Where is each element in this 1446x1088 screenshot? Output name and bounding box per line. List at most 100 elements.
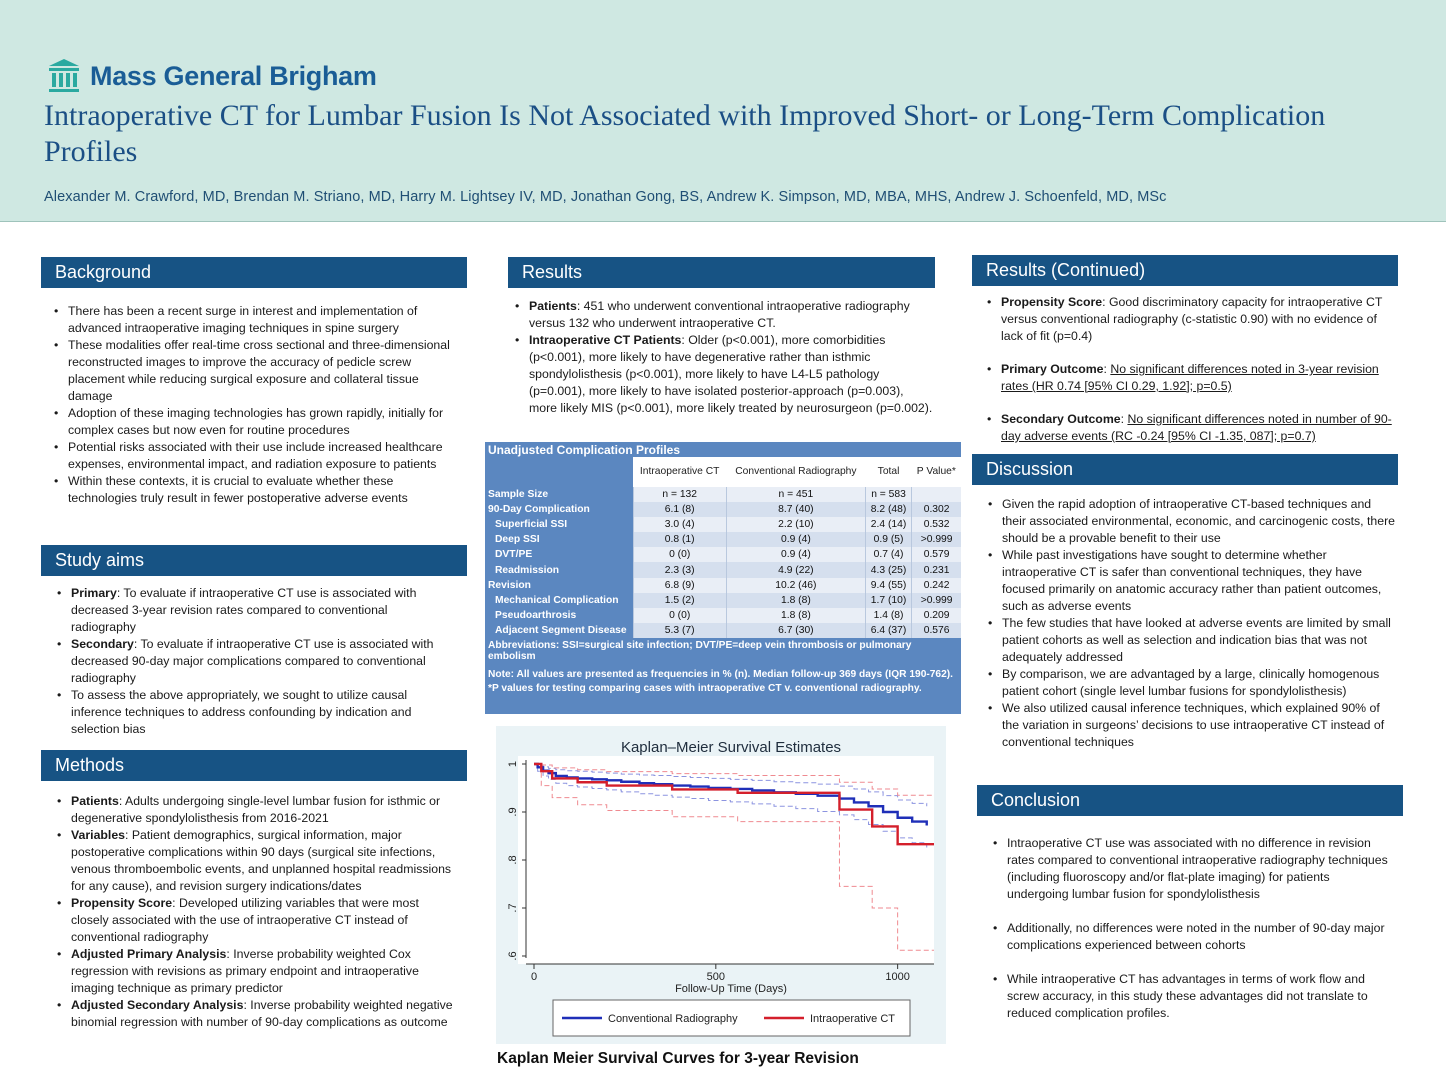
table-row: Revision 6.8 (9) 10.2 (46) 9.4 (55) 0.242 [485, 577, 961, 593]
table-row: Mechanical Complication 1.5 (2) 1.8 (8) 1.7… [485, 592, 961, 608]
list-item: Propensity Score: Good discriminatory ca… [985, 294, 1399, 345]
item-text: No significant differences noted in 3-ye… [1001, 362, 1379, 393]
item-text: : To evaluate if intraoperative CT use i… [71, 637, 434, 685]
list-item: Intraoperative CT Patients: Older (p<0.0… [513, 332, 933, 417]
y-tick-label: .8 [507, 855, 519, 864]
item-text: : Good discriminatory capacity for intra… [1001, 295, 1383, 343]
table-row-label: Mechanical Complication [485, 592, 633, 608]
table-cell: 6.4 (37) [864, 622, 912, 638]
table-cell: 8.7 (40) [725, 502, 866, 518]
table-row-label: DVT/PE [485, 547, 633, 563]
table-row: Adjacent Segment Disease 5.3 (7) 6.7 (30) 6… [485, 622, 961, 638]
item-text: : Inverse probability weighted negative … [71, 998, 453, 1029]
background-heading: Background [41, 257, 467, 288]
table-cell: 0.231 [911, 562, 961, 578]
table-cell: 9.4 (55) [864, 577, 912, 593]
table-header-cell: P Value* [911, 457, 961, 487]
table-cell: 1.4 (8) [864, 607, 912, 623]
table-cell: 0.242 [911, 577, 961, 593]
table-cell: 0.9 (5) [864, 532, 912, 548]
km-chart: Kaplan–Meier Survival Estimates .6 .7 .8 .9 1… [507, 739, 934, 1037]
list-item: There has been a recent surge in interes… [52, 303, 458, 337]
table-title: Unadjusted Complication Profiles [488, 443, 681, 457]
item-label: Propensity Score [1001, 295, 1103, 309]
list-item: While past investigations have sought to… [986, 547, 1396, 615]
table-header-row: Intraoperative CT Conventional Radiograph… [485, 457, 961, 487]
series-ci-low [534, 763, 934, 951]
x-tick-label: 500 [707, 971, 725, 983]
table-cell [911, 487, 961, 503]
series-line [534, 762, 934, 846]
table-cell: 2.2 (10) [725, 517, 866, 533]
table-row-label: Readmission [485, 562, 633, 578]
x-tick-label: 1000 [885, 971, 909, 983]
item-text: : Patient demographics, surgical informa… [71, 828, 452, 893]
item-label: Patients [71, 794, 119, 808]
table-cell: 0.579 [911, 547, 961, 563]
table-abbreviations: Abbreviations: SSI=surgical site infecti… [488, 640, 912, 662]
table-cell: 2.4 (14) [864, 517, 912, 533]
list-item: By comparison, we are advantaged by a la… [986, 666, 1396, 700]
item-label: Secondary [71, 637, 134, 651]
table-row-label: Pseudoarthrosis [485, 607, 633, 623]
item-label: Primary Outcome [1001, 362, 1104, 376]
item-text: : Developed utilizing variables that wer… [71, 896, 419, 944]
conclusion-list: Intraoperative CT use was associated wit… [991, 835, 1391, 1022]
item-text: : 451 who underwent conventional intraop… [529, 299, 910, 330]
table-cell: 0 (0) [632, 547, 727, 563]
list-item: Secondary: To evaluate if intraoperative… [55, 636, 455, 687]
y-tick-label: .7 [507, 903, 519, 912]
table-cell: 1.5 (2) [632, 592, 727, 608]
item-label: Variables [71, 828, 126, 842]
series-ci-high [534, 763, 928, 807]
discussion-heading: Discussion [972, 454, 1398, 485]
table-cell: >0.999 [911, 592, 961, 608]
table-cell: 0.576 [911, 622, 961, 638]
list-item: Adjusted Primary Analysis: Inverse proba… [55, 946, 457, 997]
item-label: Adjusted Primary Analysis [71, 947, 227, 961]
table-cell: 5.3 (7) [632, 622, 727, 638]
x-axis-label: Follow-Up Time (Days) [675, 983, 787, 995]
table-cell: 6.1 (8) [632, 502, 727, 518]
table-cell: 0.8 (1) [632, 532, 727, 548]
list-item: Adoption of these imaging technologies h… [52, 405, 458, 439]
plot-area [518, 756, 934, 964]
legend-label: Conventional Radiography [608, 1013, 738, 1025]
table-row: Deep SSI 0.8 (1) 0.9 (4) 0.9 (5) >0.999 [485, 532, 961, 548]
list-item: Potential risks associated with their us… [52, 439, 458, 473]
table-cell: 4.3 (25) [864, 562, 912, 578]
aims-list: Primary: To evaluate if intraoperative C… [55, 585, 455, 738]
list-item: The few studies that have looked at adve… [986, 615, 1396, 666]
legend-box [552, 999, 911, 1037]
table-cell: 10.2 (46) [725, 577, 866, 593]
list-item: Secondary Outcome: No significant differ… [985, 411, 1399, 445]
table-cell: n = 132 [632, 487, 727, 503]
table-cell: 6.8 (9) [632, 577, 727, 593]
item-label: Patients [529, 299, 577, 313]
list-item: Intraoperative CT use was associated wit… [991, 835, 1391, 903]
list-item: Patients: Adults undergoing single-level… [55, 793, 457, 827]
table-row: Pseudoarthrosis 0 (0) 1.8 (8) 1.4 (8) 0.209 [485, 607, 961, 623]
list-item: We also utilized causal inference techni… [986, 700, 1396, 751]
poster-title: Intraoperative CT for Lumbar Fusion Is N… [44, 99, 1326, 168]
table-cell: 1.8 (8) [725, 607, 866, 623]
list-item: To assess the above appropriately, we so… [55, 687, 455, 738]
table-cell: 4.9 (22) [725, 562, 866, 578]
x-tick-label: 0 [531, 971, 537, 983]
methods-heading: Methods [41, 750, 467, 781]
poster-header: Mass General Brigham Intraoperative CT f… [0, 0, 1446, 222]
conclusion-heading: Conclusion [977, 785, 1403, 816]
table-cell: 1.8 (8) [725, 592, 866, 608]
table-row-label: Revision [485, 577, 633, 593]
list-item: Primary: To evaluate if intraoperative C… [55, 585, 455, 636]
item-label: Secondary Outcome [1001, 412, 1121, 426]
series-line [534, 762, 928, 826]
table-row: Sample Size n = 132 n = 451 n = 583 [485, 487, 961, 503]
results-heading: Results [508, 257, 935, 288]
table-cell: 3.0 (4) [632, 517, 727, 533]
y-tick-label: .6 [507, 951, 519, 960]
complication-table-box: Unadjusted Complication Profiles Intraop… [485, 442, 961, 714]
series-ci-low [534, 763, 928, 848]
list-item: Propensity Score: Developed utilizing va… [55, 895, 457, 946]
results-list: Patients: 451 who underwent conventional… [513, 298, 933, 417]
